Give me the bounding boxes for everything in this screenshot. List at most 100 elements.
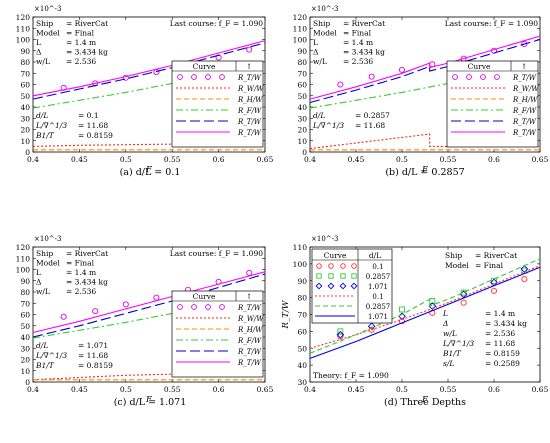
info-key: w/L	[36, 57, 50, 66]
y-tick-label: 30	[297, 378, 307, 387]
legend-label: R_W/W	[237, 315, 264, 323]
data-point	[337, 328, 344, 335]
info-value: = 2.536	[66, 287, 96, 296]
data-point	[398, 66, 406, 73]
legend-label: R_T/W	[237, 348, 262, 356]
x-tick-label: 0.65	[257, 155, 274, 164]
y-tick-label: 80	[297, 58, 307, 67]
legend-marker	[480, 74, 486, 80]
info-value: = RiverCat	[475, 251, 517, 260]
y-tick-label: 90	[297, 277, 307, 286]
last-course-label: Last course: f_F = 1.090	[170, 19, 264, 28]
series-4	[309, 265, 541, 349]
series-line	[309, 35, 541, 100]
legend-header: ↑	[521, 62, 527, 71]
y-tick-label: 60	[20, 81, 30, 90]
legend-marker	[350, 282, 358, 290]
legend-marker	[339, 282, 347, 290]
data-point	[521, 276, 528, 283]
x-tick-label: 0.45	[71, 385, 88, 394]
x-tick-label: 0.55	[164, 385, 181, 394]
param-key: s/L	[443, 359, 454, 368]
info-key: Ship	[445, 251, 462, 260]
x-tick-label: 0.55	[440, 155, 457, 164]
y-tick-label: 80	[20, 288, 30, 297]
info-key: Ship	[36, 249, 53, 258]
legend-box	[446, 60, 539, 148]
x-axis-label: F	[421, 395, 429, 405]
y-tick-label: 20	[20, 356, 30, 365]
data-point	[429, 298, 436, 304]
param-value: = 0.2857	[355, 111, 390, 120]
param-key: d/L	[313, 111, 325, 120]
y-tick-label: 80	[20, 58, 30, 67]
y-tick-label: 70	[20, 69, 30, 78]
info-value: = 1.4 m	[66, 268, 96, 277]
y-tick-label: 50	[20, 322, 30, 331]
series-6	[32, 271, 266, 334]
info-value: = 2.536	[343, 57, 373, 66]
y-tick-label: 90	[20, 47, 30, 56]
info-value: = Final	[343, 29, 372, 38]
legend-marker	[328, 263, 334, 269]
data-point	[122, 74, 129, 81]
param-value: = 3.434 kg	[485, 319, 527, 328]
legend-label: R_T/W	[237, 118, 262, 126]
y-tick-label: 70	[297, 311, 307, 320]
info-key: Model	[445, 261, 469, 270]
legend-marker	[191, 74, 197, 80]
legend-marker	[494, 74, 500, 80]
series-line	[32, 273, 266, 338]
legend-label: 0.2857	[366, 273, 391, 281]
legend-marker	[316, 273, 322, 279]
data-point	[153, 294, 160, 301]
param-value: = 11.68	[78, 351, 108, 360]
y-tick-label: 50	[297, 92, 307, 101]
y-tick-label: 20	[297, 126, 307, 135]
y-tick-label: 100	[293, 260, 308, 269]
legend-marker	[219, 74, 225, 80]
legend-marker	[452, 74, 458, 80]
legend-label: R_T/W	[237, 359, 262, 367]
data-point	[368, 73, 375, 80]
legend-box	[171, 290, 264, 378]
param-value: = 0.1	[78, 111, 99, 120]
legend-header: ↑	[246, 62, 252, 71]
info-value: = Final	[66, 29, 95, 38]
legend-label: 0.2857	[366, 303, 391, 311]
y-tick-label: 40	[20, 103, 30, 112]
panel-caption: (c) d/L = 1.071	[114, 397, 187, 408]
legend-header: Curve	[468, 62, 491, 71]
series-6	[32, 40, 266, 97]
panel-4: 30 40 50 60 70 80 90 100 110 0.4 0.45 0.5 0.55 0.6 0.6…	[281, 235, 549, 408]
data-point	[399, 306, 405, 313]
info-key: L	[36, 38, 41, 47]
legend-label: R_H/W	[512, 96, 538, 104]
info-key: Model	[36, 259, 60, 268]
legend-marker	[327, 282, 335, 290]
panel-2: 0 10 20 30 40 50 60 70 80 90 100 110 120 0.4 0.45 0.5 0.…	[293, 5, 549, 178]
data-point	[246, 46, 253, 53]
info-key: Ship	[313, 19, 330, 28]
y-tick-label: 110	[16, 254, 31, 263]
param-key: d/L	[36, 341, 48, 350]
y-tick-label: 110	[16, 24, 31, 33]
x-tick-label: 0.45	[71, 155, 88, 164]
legend-marker	[328, 273, 334, 279]
x-tick-label: 0.6	[213, 155, 225, 164]
legend-marker	[316, 263, 322, 269]
param-key: L	[442, 309, 448, 318]
x-tick-label: 0.4	[27, 155, 39, 164]
y-tick-label: 110	[293, 243, 308, 252]
y-tick-label: 30	[20, 114, 30, 123]
legend-header: Curve	[324, 251, 347, 260]
legend-label: R_F/W	[512, 107, 537, 115]
info-key: L	[36, 268, 41, 277]
series-6	[309, 266, 541, 359]
legend-label: R_H/W	[237, 96, 263, 104]
panel-caption: (d) Three Depths	[384, 397, 466, 408]
series-line	[309, 265, 541, 349]
legend-header: Curve	[193, 292, 216, 301]
y-tick-label: 100	[293, 36, 308, 45]
